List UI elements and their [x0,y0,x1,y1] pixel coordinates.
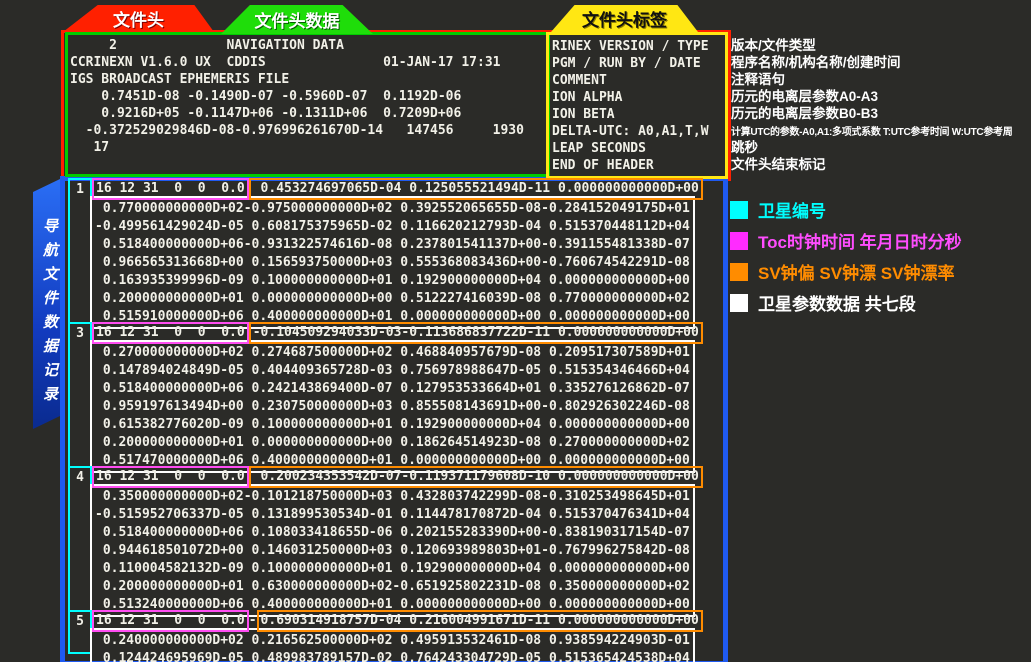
sv-clock-box: 0.453274697065D-04 0.125055521494D-11 0.… [248,178,703,200]
nav-data-records-ribbon-label: 导航文件数据记录 [41,218,58,410]
satellite-params: 0.770000000000D+02-0.975000000000D+02 0.… [95,201,690,324]
annotation-version-type: 版本/文件类型 [731,38,816,53]
record-epoch-line: 16 12 31 0 0 0.0 -0.104509294033D-03-0.1… [92,322,703,344]
tab-file-header-tag[interactable]: 文件头标签 [551,5,698,32]
record-epoch-line: 16 12 31 0 0 0.0 0.453274697065D-04 0.12… [92,178,703,200]
tab-file-header-data[interactable]: 文件头数据 [221,5,373,34]
legend-toc-time: Toc时钟时间 年月日时分秒 [730,228,962,253]
legend-sv-clock: SV钟偏 SV钟漂 SV钟漂率 [730,259,954,284]
legend-satellite-number: 卫星编号 [730,197,826,222]
annotation-ion-alpha: 历元的电离层参数A0-A3 [731,89,879,104]
satellite-params-box: 0.240000000000D+02 0.216562500000D+02 0.… [90,628,695,662]
satellite-params: 0.350000000000D+02-0.101218750000D+03 0.… [95,489,690,612]
between-sign: - [248,613,257,628]
legend-satellite-params: 卫星参数数据 共七段 [730,290,916,315]
header-label-yellow-frame [546,32,728,179]
satellite-params-box: 0.270000000000D+02 0.274687500000D+02 0.… [90,340,695,473]
tab-file-header[interactable]: 文件头 [63,5,214,32]
header-label-column: RINEX VERSION / TYPE PGM / RUN BY / DATE… [552,39,709,173]
tab-file-header-data-label: 文件头数据 [254,12,340,31]
satellite-number: 5 [76,614,84,629]
orange-swatch-icon [730,262,748,281]
satellite-params: 0.270000000000D+02 0.274687500000D+02 0.… [102,345,690,468]
sv-clock-box: 0.200234353542D-07-0.119371179608D-10 0.… [248,466,703,488]
legend-label: 卫星编号 [758,202,826,221]
sv-clock-box: -0.104509294033D-03-0.113686837722D-11 0… [248,322,703,344]
satellite-number-box: 4 [68,466,92,612]
satellite-number: 4 [76,470,84,485]
satellite-params: 0.240000000000D+02 0.216562500000D+02 0.… [102,633,690,662]
legend-label: 卫星参数数据 共七段 [758,295,916,314]
sv-clock-box: 0.690314918757D-04 0.216004991671D-11 0.… [256,610,703,632]
annotation-end-of-header: 文件头结束标记 [731,157,826,172]
legend-label: SV钟偏 SV钟漂 SV钟漂率 [758,264,955,283]
annotation-comment: 注释语句 [731,72,785,87]
satellite-params-box: 0.770000000000D+02-0.975000000000D+02 0.… [90,196,695,329]
toc-time-box: 16 12 31 0 0 0.0 [92,610,249,632]
annotation-pgm-runby-date: 程序名称/机构名称/创建时间 [731,55,901,70]
satellite-params-box: 0.350000000000D+02-0.101218750000D+03 0.… [90,484,695,617]
satellite-number: 1 [76,182,84,197]
toc-time-box: 16 12 31 0 0 0.0 [92,322,249,344]
magenta-swatch-icon [730,231,748,250]
legend-label: Toc时钟时间 年月日时分秒 [758,233,962,252]
header-terminal-text: 2 NAVIGATION DATA CCRINEXN V1.6.0 UX CDD… [70,38,524,155]
satellite-number-box: 3 [68,322,92,468]
toc-time-box: 16 12 31 0 0 0.0 [92,466,249,488]
satellite-number-box: 1 [68,178,92,324]
cyan-swatch-icon [730,200,748,219]
satellite-number-box: 5 [68,610,92,654]
toc-time-box: 16 12 31 0 0 0.0 [92,178,249,200]
tab-file-header-tag-label: 文件头标签 [582,11,667,30]
tab-file-header-label: 文件头 [113,11,164,30]
annotation-delta-utc: 计算UTC的参数-A0,A1:多项式系数 T:UTC参考时间 W:UTC参考周 [731,127,1013,138]
record-epoch-line: 16 12 31 0 0 0.0 0.200234353542D-07-0.11… [92,466,703,488]
satellite-number: 3 [76,326,84,341]
nav-data-records-ribbon: 导航文件数据记录 [33,179,60,429]
record-epoch-line: 16 12 31 0 0 0.0 - 0.690314918757D-04 0.… [92,610,703,632]
white-swatch-icon [730,293,748,312]
annotation-leap-seconds: 跳秒 [731,140,758,155]
annotation-ion-beta: 历元的电离层参数B0-B3 [731,106,879,121]
